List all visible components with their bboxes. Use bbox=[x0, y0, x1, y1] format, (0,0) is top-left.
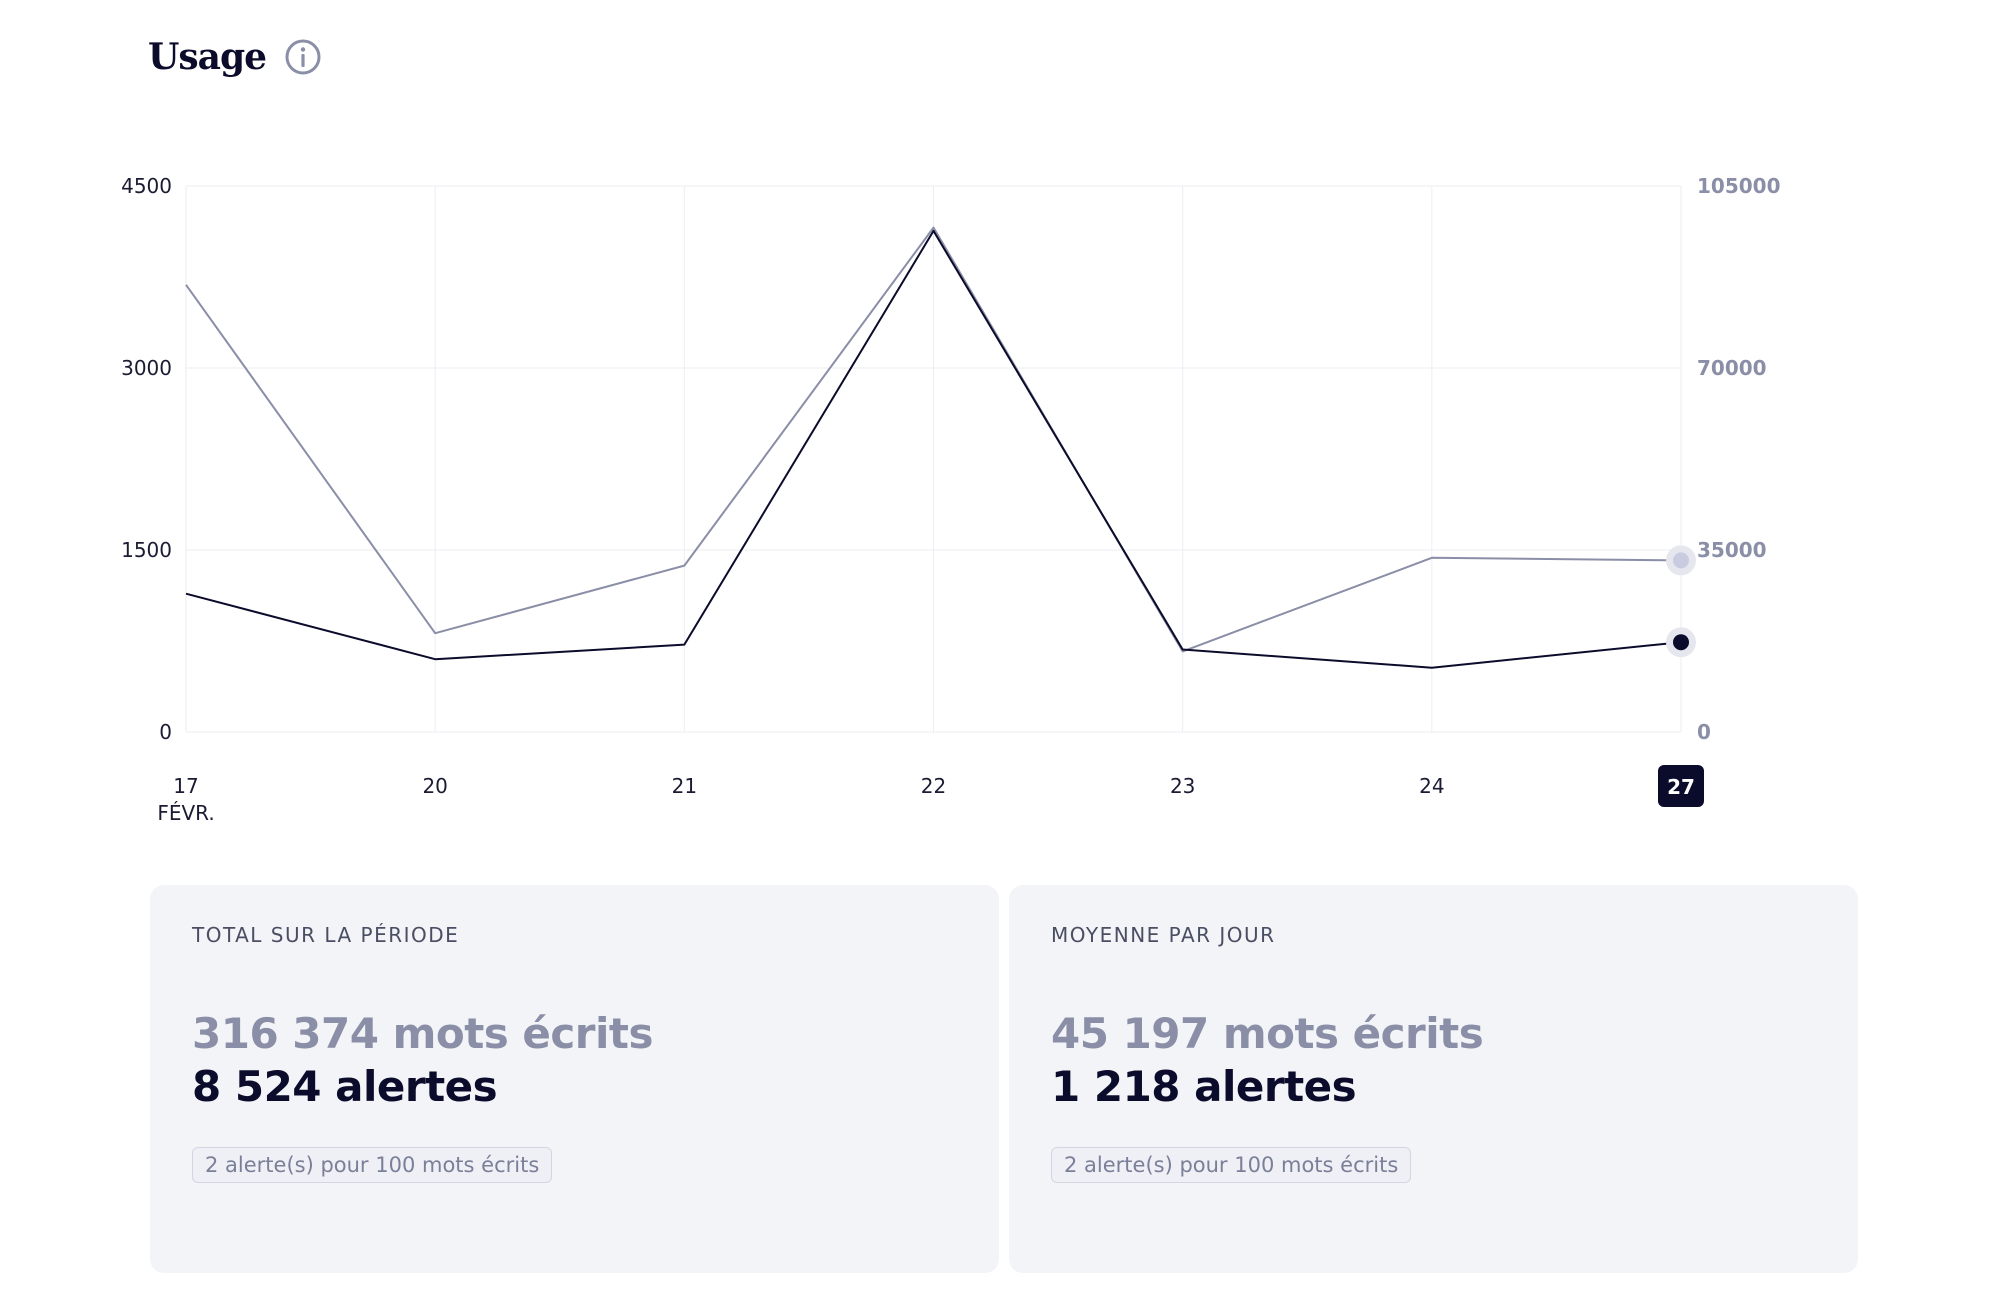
alerts-count: 1 218 alertes bbox=[1051, 1062, 1357, 1111]
info-icon[interactable] bbox=[284, 38, 322, 76]
x-tick-label: 23 bbox=[1170, 774, 1195, 798]
x-tick-label: 17 bbox=[173, 774, 198, 798]
y-left-tick-label: 1500 bbox=[121, 538, 172, 562]
x-tick-label: 22 bbox=[921, 774, 946, 798]
daily-average-card: MOYENNE PAR JOUR 45 197 mots écrits 1 21… bbox=[1009, 885, 1858, 1273]
stats-cards: TOTAL SUR LA PÉRIODE 316 374 mots écrits… bbox=[150, 885, 1858, 1273]
y-right-tick-label: 35000 bbox=[1697, 538, 1767, 562]
page-title: Usage bbox=[148, 36, 267, 78]
x-tick-label: 24 bbox=[1419, 774, 1444, 798]
words-written: 316 374 mots écrits bbox=[192, 1009, 653, 1058]
data-point bbox=[1673, 552, 1689, 569]
x-tick-sublabel: FÉVR. bbox=[157, 801, 214, 825]
series-line-1 bbox=[185, 229, 1682, 669]
words-written: 45 197 mots écrits bbox=[1051, 1009, 1484, 1058]
y-right-tick-label: 70000 bbox=[1697, 356, 1767, 380]
data-point bbox=[1673, 634, 1689, 651]
ratio-badge: 2 alerte(s) pour 100 mots écrits bbox=[1051, 1147, 1412, 1183]
y-right-tick-label: 0 bbox=[1697, 720, 1711, 744]
y-left-tick-label: 4500 bbox=[121, 174, 172, 198]
card-label: TOTAL SUR LA PÉRIODE bbox=[192, 923, 460, 947]
card-label: MOYENNE PAR JOUR bbox=[1051, 923, 1276, 947]
x-tick-label: 27 bbox=[1667, 775, 1695, 799]
y-left-tick-label: 0 bbox=[159, 720, 172, 744]
x-tick-label: 20 bbox=[422, 774, 447, 798]
ratio-badge: 2 alerte(s) pour 100 mots écrits bbox=[192, 1147, 553, 1183]
y-left-tick-label: 3000 bbox=[121, 356, 172, 380]
y-right-tick-label: 105000 bbox=[1697, 174, 1781, 198]
series-line-0 bbox=[185, 226, 1682, 653]
usage-chart: 4500 3000 1500 0 105000 70000 35000 0 17 FÉVR. 20 2… bbox=[121, 174, 1781, 825]
x-tick-label: 21 bbox=[672, 774, 697, 798]
usage-header: Usage bbox=[148, 36, 322, 78]
alerts-count: 8 524 alertes bbox=[192, 1062, 498, 1111]
total-period-card: TOTAL SUR LA PÉRIODE 316 374 mots écrits… bbox=[150, 885, 999, 1273]
x-tick-highlight bbox=[1658, 765, 1704, 807]
